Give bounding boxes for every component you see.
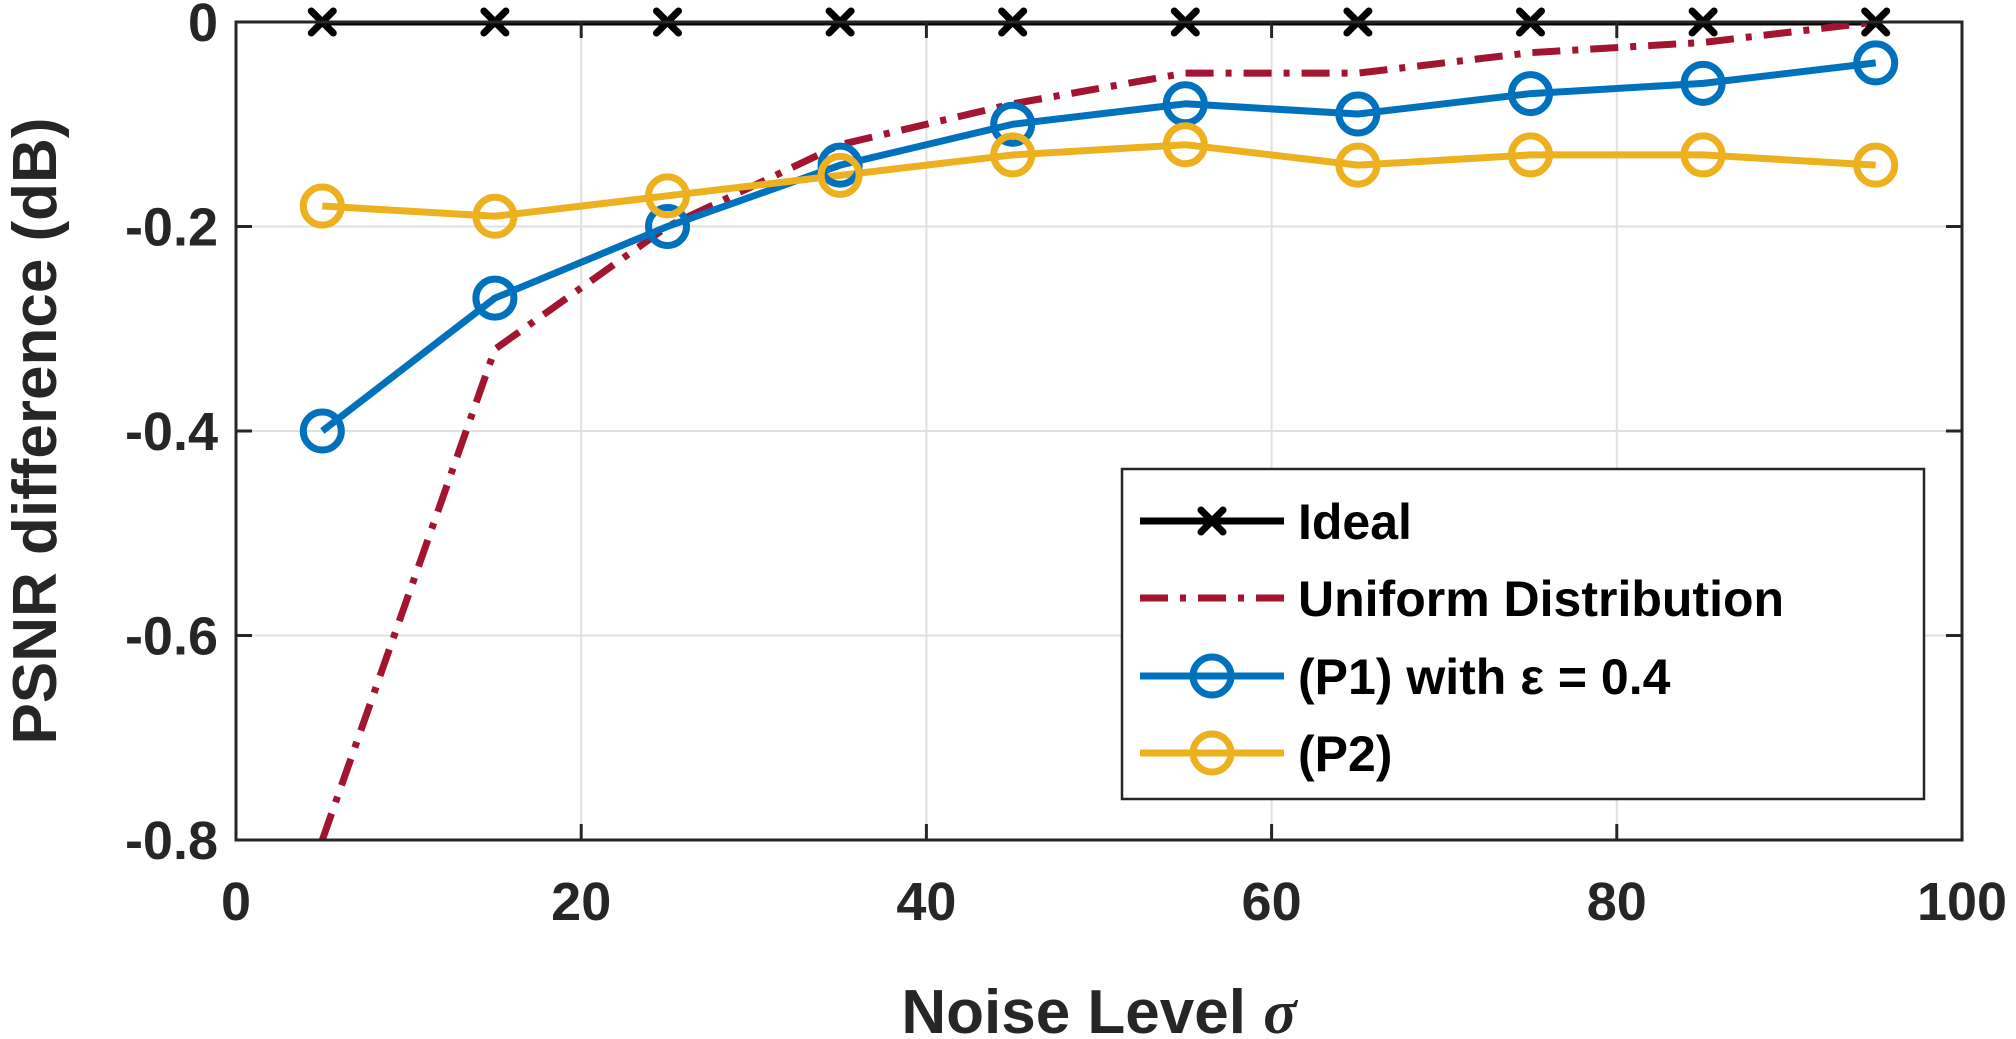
legend-entry-2: (P1) with ε = 0.4: [1140, 649, 1671, 705]
series-line-3: [322, 141, 1876, 220]
series-layer: [318, 22, 1877, 840]
legend-label: Uniform Distribution: [1298, 571, 1784, 627]
x-axis-label: Noise Level σ: [901, 978, 1298, 1039]
x-axis-sigma-symbol: σ: [1263, 979, 1298, 1039]
series-2-point-8: [1680, 60, 1726, 106]
legend-swatch-marker: [1189, 730, 1235, 776]
legend-entry-3: (P2): [1140, 726, 1392, 782]
x-tick-label: 80: [1587, 872, 1647, 932]
x-tick-label: 60: [1242, 872, 1302, 932]
legend: Ideal Uniform Distribution (P1) with ε = 0…: [1120, 467, 1926, 801]
series-3-point-8: [1680, 132, 1726, 178]
y-tick-label: -0.8: [125, 811, 218, 871]
series-2-point-2: [645, 204, 690, 249]
x-tick-label: 40: [896, 872, 956, 932]
series-line-1: [318, 22, 1877, 840]
y-tick-label: -0.2: [125, 198, 218, 258]
tick-labels: 0 20 40 60 80 100 0 -0.2 -0.4 -0.6 -0.8: [125, 0, 2007, 932]
legend-entries: Ideal Uniform Distribution (P1) with ε = 0…: [1140, 494, 1784, 782]
series-3-point-3: [817, 152, 863, 198]
series-3-point-5: [1162, 122, 1208, 168]
series-3-point-7: [1508, 132, 1553, 178]
legend-label: Ideal: [1298, 494, 1412, 550]
legend-entry-0: Ideal: [1140, 494, 1412, 550]
legend-swatch-marker: [1197, 506, 1227, 536]
legend-swatch-marker: [1189, 653, 1235, 699]
series-3-point-6: [1335, 142, 1381, 188]
axis-ticks: [234, 20, 1964, 842]
x-axis-label-text: Noise Level: [901, 978, 1246, 1039]
series-2-point-7: [1508, 71, 1553, 117]
y-tick-label: 0: [188, 0, 218, 53]
series-2-point-1: [472, 275, 518, 321]
series-2-point-6: [1335, 91, 1381, 137]
x-tick-label: 0: [221, 872, 251, 932]
series-3-point-4: [990, 132, 1036, 178]
y-axis-label: PSNR difference (dB): [1, 118, 70, 745]
series-3-point-9: [1853, 142, 1899, 188]
x-tick-label: 20: [551, 872, 611, 932]
series-3-point-2: [645, 173, 690, 219]
series-3-point-1: [472, 193, 518, 239]
series-3-point-0: [299, 183, 345, 229]
series-line-2: [320, 59, 1877, 434]
legend-label: (P1) with ε = 0.4: [1298, 649, 1671, 705]
series-2-point-4: [990, 101, 1036, 147]
x-tick-label: 100: [1917, 872, 2007, 932]
series-2-point-0: [299, 408, 345, 454]
legend-entry-1: Uniform Distribution: [1140, 571, 1784, 627]
series-2-point-9: [1853, 40, 1899, 86]
legend-label: (P2): [1298, 726, 1392, 782]
y-tick-label: -0.4: [125, 402, 218, 462]
y-tick-label: -0.6: [125, 607, 218, 667]
